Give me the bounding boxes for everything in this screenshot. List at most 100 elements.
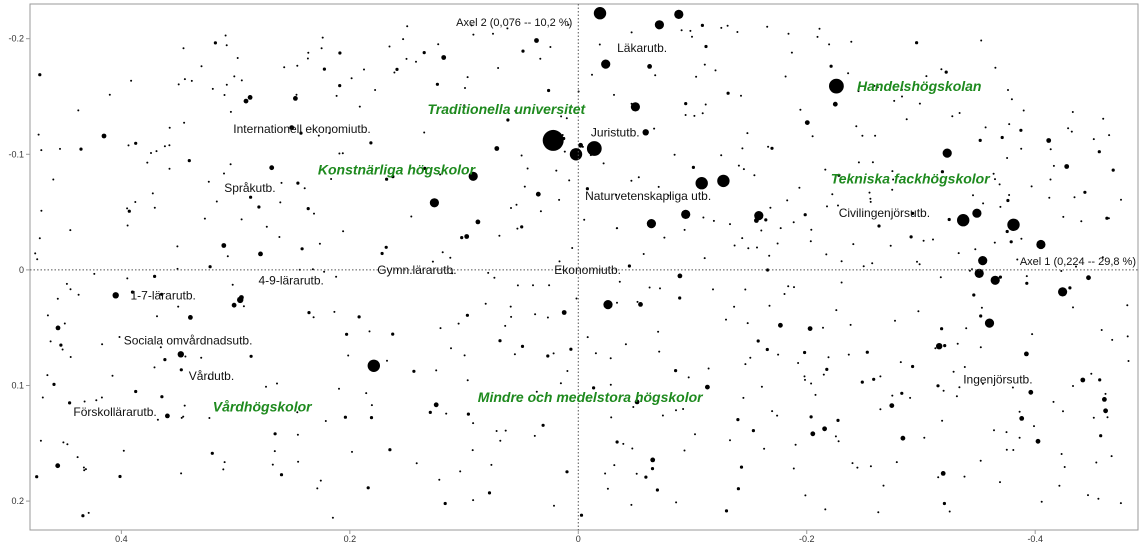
scatter-point-small	[1097, 150, 1101, 154]
scatter-point-small	[463, 104, 466, 107]
scatter-point-small	[350, 77, 353, 80]
scatter-point-small	[52, 382, 56, 386]
scatter-point-small	[760, 229, 763, 232]
scatter-point-small	[869, 197, 872, 200]
scatter-point-small	[428, 410, 432, 414]
scatter-point-small	[891, 188, 894, 191]
scatter-point-small	[516, 227, 519, 230]
scatter-point-small	[882, 484, 885, 487]
scatter-point-small	[533, 434, 536, 437]
scatter-point-small	[423, 166, 427, 170]
scatter-point-small	[940, 68, 943, 71]
scatter-point-small	[769, 206, 772, 209]
scatter-point-small	[822, 326, 824, 329]
scatter-point-small	[901, 95, 903, 98]
scatter-point-large	[829, 78, 844, 94]
scatter-point-small	[744, 288, 747, 291]
scatter-point-small	[701, 112, 704, 115]
x-tick-label: 0	[576, 534, 581, 544]
scatter-point-small	[55, 463, 61, 469]
scatter-point-small	[832, 101, 838, 107]
scatter-point-small	[391, 332, 395, 336]
scatter-point-small	[450, 347, 452, 350]
scatter-point-small	[76, 456, 79, 459]
scatter-point-small	[653, 127, 656, 130]
scatter-point-small	[857, 161, 860, 164]
scatter-point-small	[37, 133, 40, 136]
scatter-point-small	[406, 25, 409, 28]
scatter-point-small	[615, 440, 619, 444]
scatter-point-small	[513, 353, 516, 356]
scatter-point-small	[877, 224, 881, 228]
scatter-point-small	[358, 105, 361, 108]
scatter-point-small	[312, 316, 315, 319]
scatter-point-small	[1064, 164, 1070, 169]
scatter-point-small	[497, 67, 500, 69]
scatter-point-small	[1103, 408, 1108, 414]
scatter-point-small	[638, 302, 643, 307]
scatter-point-small	[46, 374, 49, 377]
scatter-point-small	[979, 346, 982, 349]
scatter-point-small	[215, 200, 218, 203]
scatter-point-small	[146, 161, 149, 164]
scatter-point-small	[223, 94, 226, 96]
scatter-point-small	[306, 57, 309, 60]
scatter-point-small	[520, 344, 525, 348]
scatter-point-small	[520, 225, 524, 229]
scatter-point-small	[435, 82, 439, 86]
group-label: Tekniska fackhögskolor	[831, 171, 992, 187]
scatter-point-small	[636, 300, 639, 303]
scatter-point-small	[435, 369, 438, 372]
scatter-point-small	[1127, 360, 1130, 362]
scatter-point-small	[437, 43, 440, 46]
scatter-point-small	[992, 172, 995, 175]
scatter-point-small	[1048, 196, 1051, 199]
scatter-point-small	[405, 57, 408, 60]
scatter-point-small	[385, 177, 389, 181]
scatter-point-large	[754, 211, 764, 221]
scatter-point-small	[1072, 306, 1074, 309]
scatter-point-small	[1031, 333, 1034, 336]
scatter-point-small	[472, 422, 475, 425]
scatter-point-small	[828, 43, 831, 46]
scatter-point-small	[273, 432, 277, 436]
scatter-point-small	[273, 450, 276, 453]
scatter-point-small	[847, 72, 850, 75]
category-label: Naturvetenskapliga utb.	[585, 189, 711, 203]
scatter-point-small	[673, 153, 676, 156]
scatter-point-small	[176, 245, 179, 248]
scatter-point-small	[1018, 410, 1021, 413]
scatter-point-small	[541, 423, 545, 427]
scatter-point-small	[993, 429, 995, 432]
scatter-point-small	[510, 207, 512, 209]
scatter-point-small	[504, 324, 507, 327]
scatter-point-small	[918, 263, 921, 266]
scatter-point-small	[368, 330, 371, 333]
scatter-point-small	[944, 70, 948, 74]
scatter-point-small	[466, 76, 469, 79]
scatter-point-small	[1060, 453, 1063, 455]
scatter-point-small	[565, 117, 568, 120]
scatter-point-small	[153, 366, 156, 369]
scatter-point-small	[691, 165, 696, 169]
scatter-point-small	[35, 475, 39, 479]
scatter-point-small	[865, 350, 869, 354]
scatter-point-small	[733, 244, 736, 247]
scatter-point-small	[998, 183, 1001, 186]
scatter-point-small	[223, 461, 226, 464]
scatter-point-small	[504, 429, 507, 432]
group-label: Mindre och medelstora högskolor	[478, 389, 704, 405]
scatter-point-small	[534, 38, 539, 43]
scatter-point-small	[539, 57, 542, 60]
category-label: Gymn.lärarutb.	[377, 263, 456, 277]
scatter-point-small	[221, 243, 227, 248]
scatter-point-small	[39, 439, 42, 442]
scatter-point-small	[561, 310, 567, 315]
scatter-point-small	[657, 330, 660, 333]
scatter-point-small	[678, 296, 682, 300]
scatter-point-small	[753, 174, 756, 177]
scatter-point-small	[516, 284, 519, 287]
scatter-point-large	[586, 141, 602, 156]
scatter-point-small	[1095, 461, 1098, 464]
scatter-point-small	[494, 146, 500, 151]
